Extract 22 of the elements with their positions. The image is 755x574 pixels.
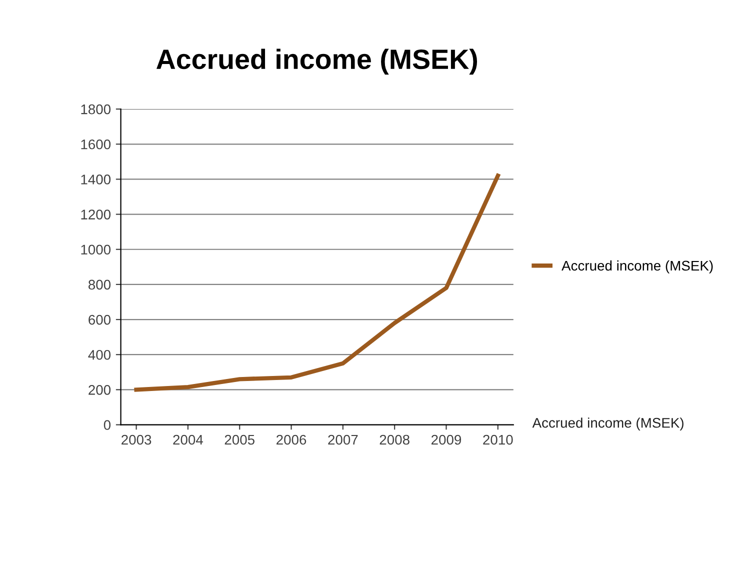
y-tick-label: 1800 [81,104,111,114]
chart-title: Accrued income (MSEK) [156,48,478,75]
y-tick-label: 600 [88,314,111,325]
y-tick-label: 1200 [81,210,111,220]
x-tick-label: 2008 [380,434,410,445]
y-tick-label: 1600 [81,139,111,150]
text: Accrued income (MSEK) [532,418,684,431]
x-tick-label: 2007 [328,434,358,445]
x-tick-label: 2003 [122,434,152,445]
y-tick-label: 800 [88,280,111,290]
x-tick-label: 2005 [224,434,254,445]
y-tick-label: 200 [88,385,111,395]
x-tick-label: 2010 [483,434,513,445]
legend-label: Accrued income (MSEK) [562,260,713,274]
y-tick-label: 1000 [81,244,111,255]
y-tick-label: 0 [104,420,111,430]
y-tick-label: 400 [88,350,111,360]
y-tick-label: 1400 [81,174,111,184]
line-series [134,174,500,392]
x-tick-label: 2006 [276,434,306,445]
x-tick-label: 2009 [431,434,462,445]
x-tick-label: 2004 [173,434,203,445]
